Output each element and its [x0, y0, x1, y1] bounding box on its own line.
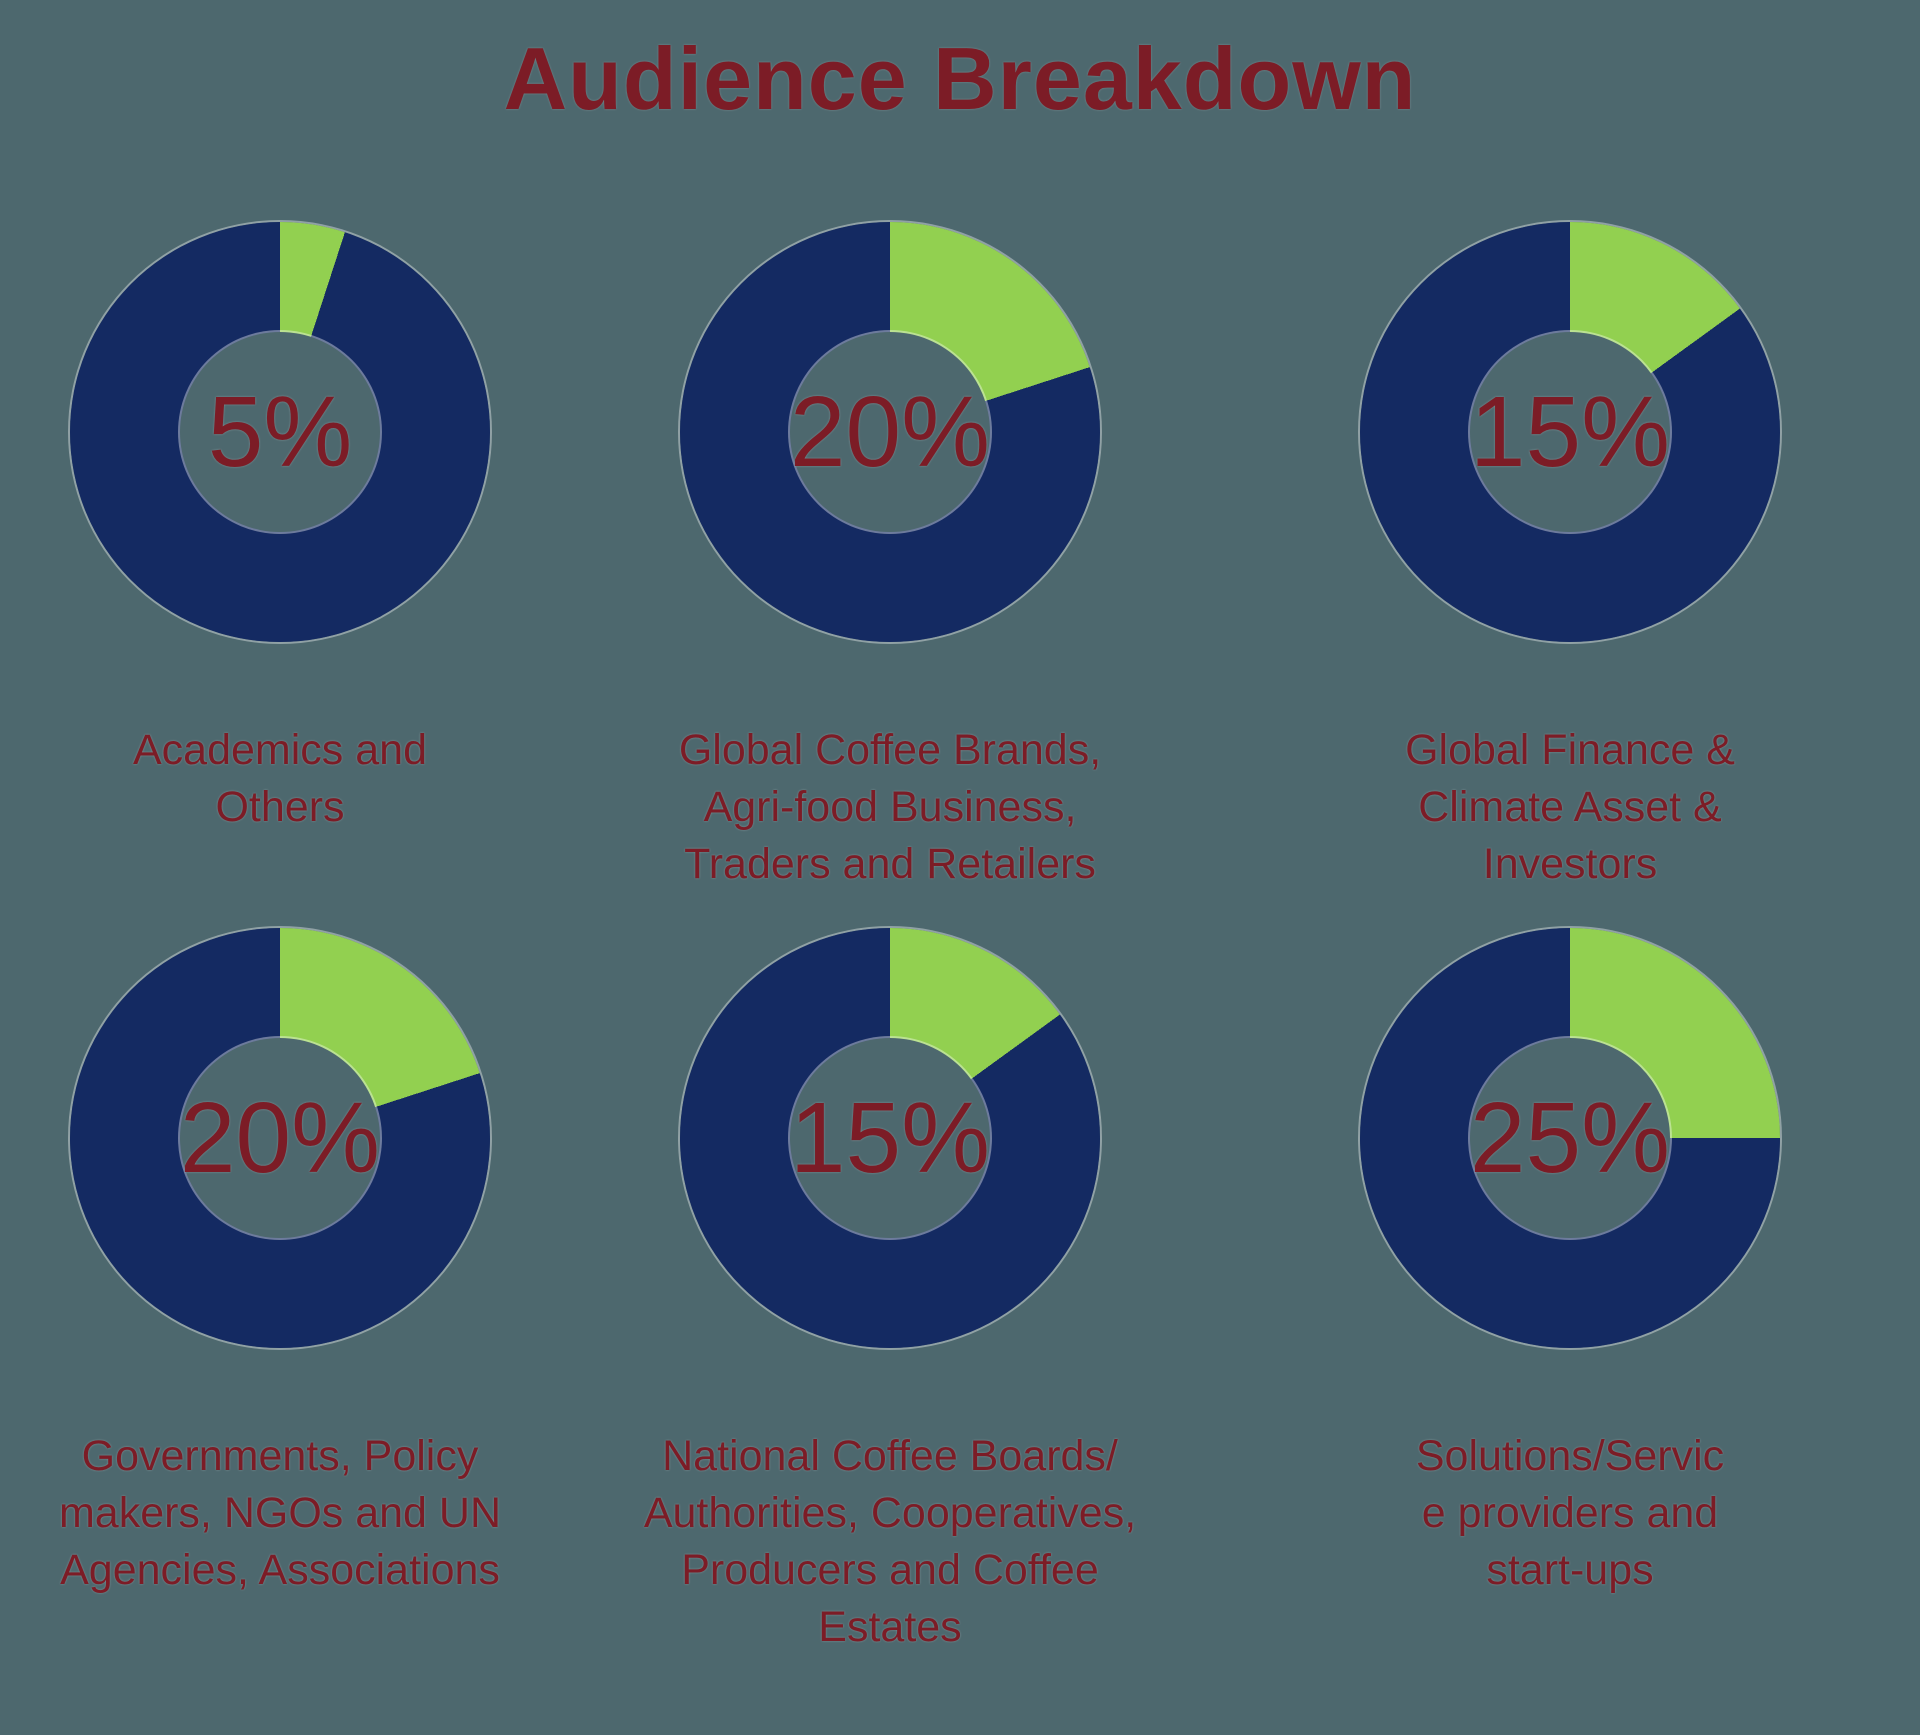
percent-label: 25% — [1469, 1081, 1671, 1194]
donut-chart-finance: 15% — [1360, 222, 1780, 642]
donut-cell-coffee-boards: 15% National Coffee Boards/ Authorities,… — [560, 927, 1220, 1657]
donut-chart-governments: 20% — [70, 927, 490, 1348]
donut-caption-governments: Governments, Policy makers, NGOs and UN … — [58, 1431, 502, 1594]
donut-chart-coffee-brands: 20% — [680, 222, 1100, 642]
page-title: Audience Breakdown — [503, 29, 1417, 128]
donut-chart-academics: 5% — [70, 222, 490, 642]
donut-caption-finance: Global Finance & Climate Asset & Investo… — [1405, 726, 1735, 889]
donut-caption-coffee-brands: Global Coffee Brands, Agri-food Business… — [678, 726, 1102, 889]
donut-cell-finance: 15% Global Finance & Climate Asset & Inv… — [1220, 222, 1920, 894]
donut-caption-academics: Academics and Others — [133, 726, 427, 832]
donut-cell-solutions: 25% Solutions/Servic e providers and sta… — [1220, 927, 1920, 1657]
percent-label: 20% — [179, 1081, 381, 1194]
donut-hole: 20% — [790, 332, 990, 532]
donut-caption-coffee-boards: National Coffee Boards/ Authorities, Coo… — [643, 1431, 1137, 1652]
percent-label: 15% — [1469, 376, 1671, 488]
donut-chart-coffee-boards: 15% — [680, 927, 1100, 1348]
percent-label: 15% — [789, 1081, 991, 1194]
donut-hole: 15% — [1470, 332, 1670, 532]
donut-chart-solutions: 25% — [1360, 927, 1780, 1348]
percent-label: 5% — [207, 376, 353, 488]
donut-hole: 15% — [789, 1037, 991, 1238]
donut-caption-solutions: Solutions/Servic e providers and start-u… — [1415, 1431, 1725, 1594]
donut-hole: 5% — [180, 332, 380, 532]
percent-label: 20% — [789, 376, 991, 488]
donut-hole: 20% — [179, 1037, 381, 1238]
donut-cell-academics: 5% Academics and Others — [0, 222, 560, 894]
donut-grid: 5% Academics and Others 20% Global Coffe… — [0, 222, 1920, 1656]
donut-cell-coffee-brands: 20% Global Coffee Brands, Agri-food Busi… — [560, 222, 1220, 894]
donut-hole: 25% — [1469, 1037, 1671, 1238]
donut-cell-governments: 20% Governments, Policy makers, NGOs and… — [0, 927, 560, 1657]
